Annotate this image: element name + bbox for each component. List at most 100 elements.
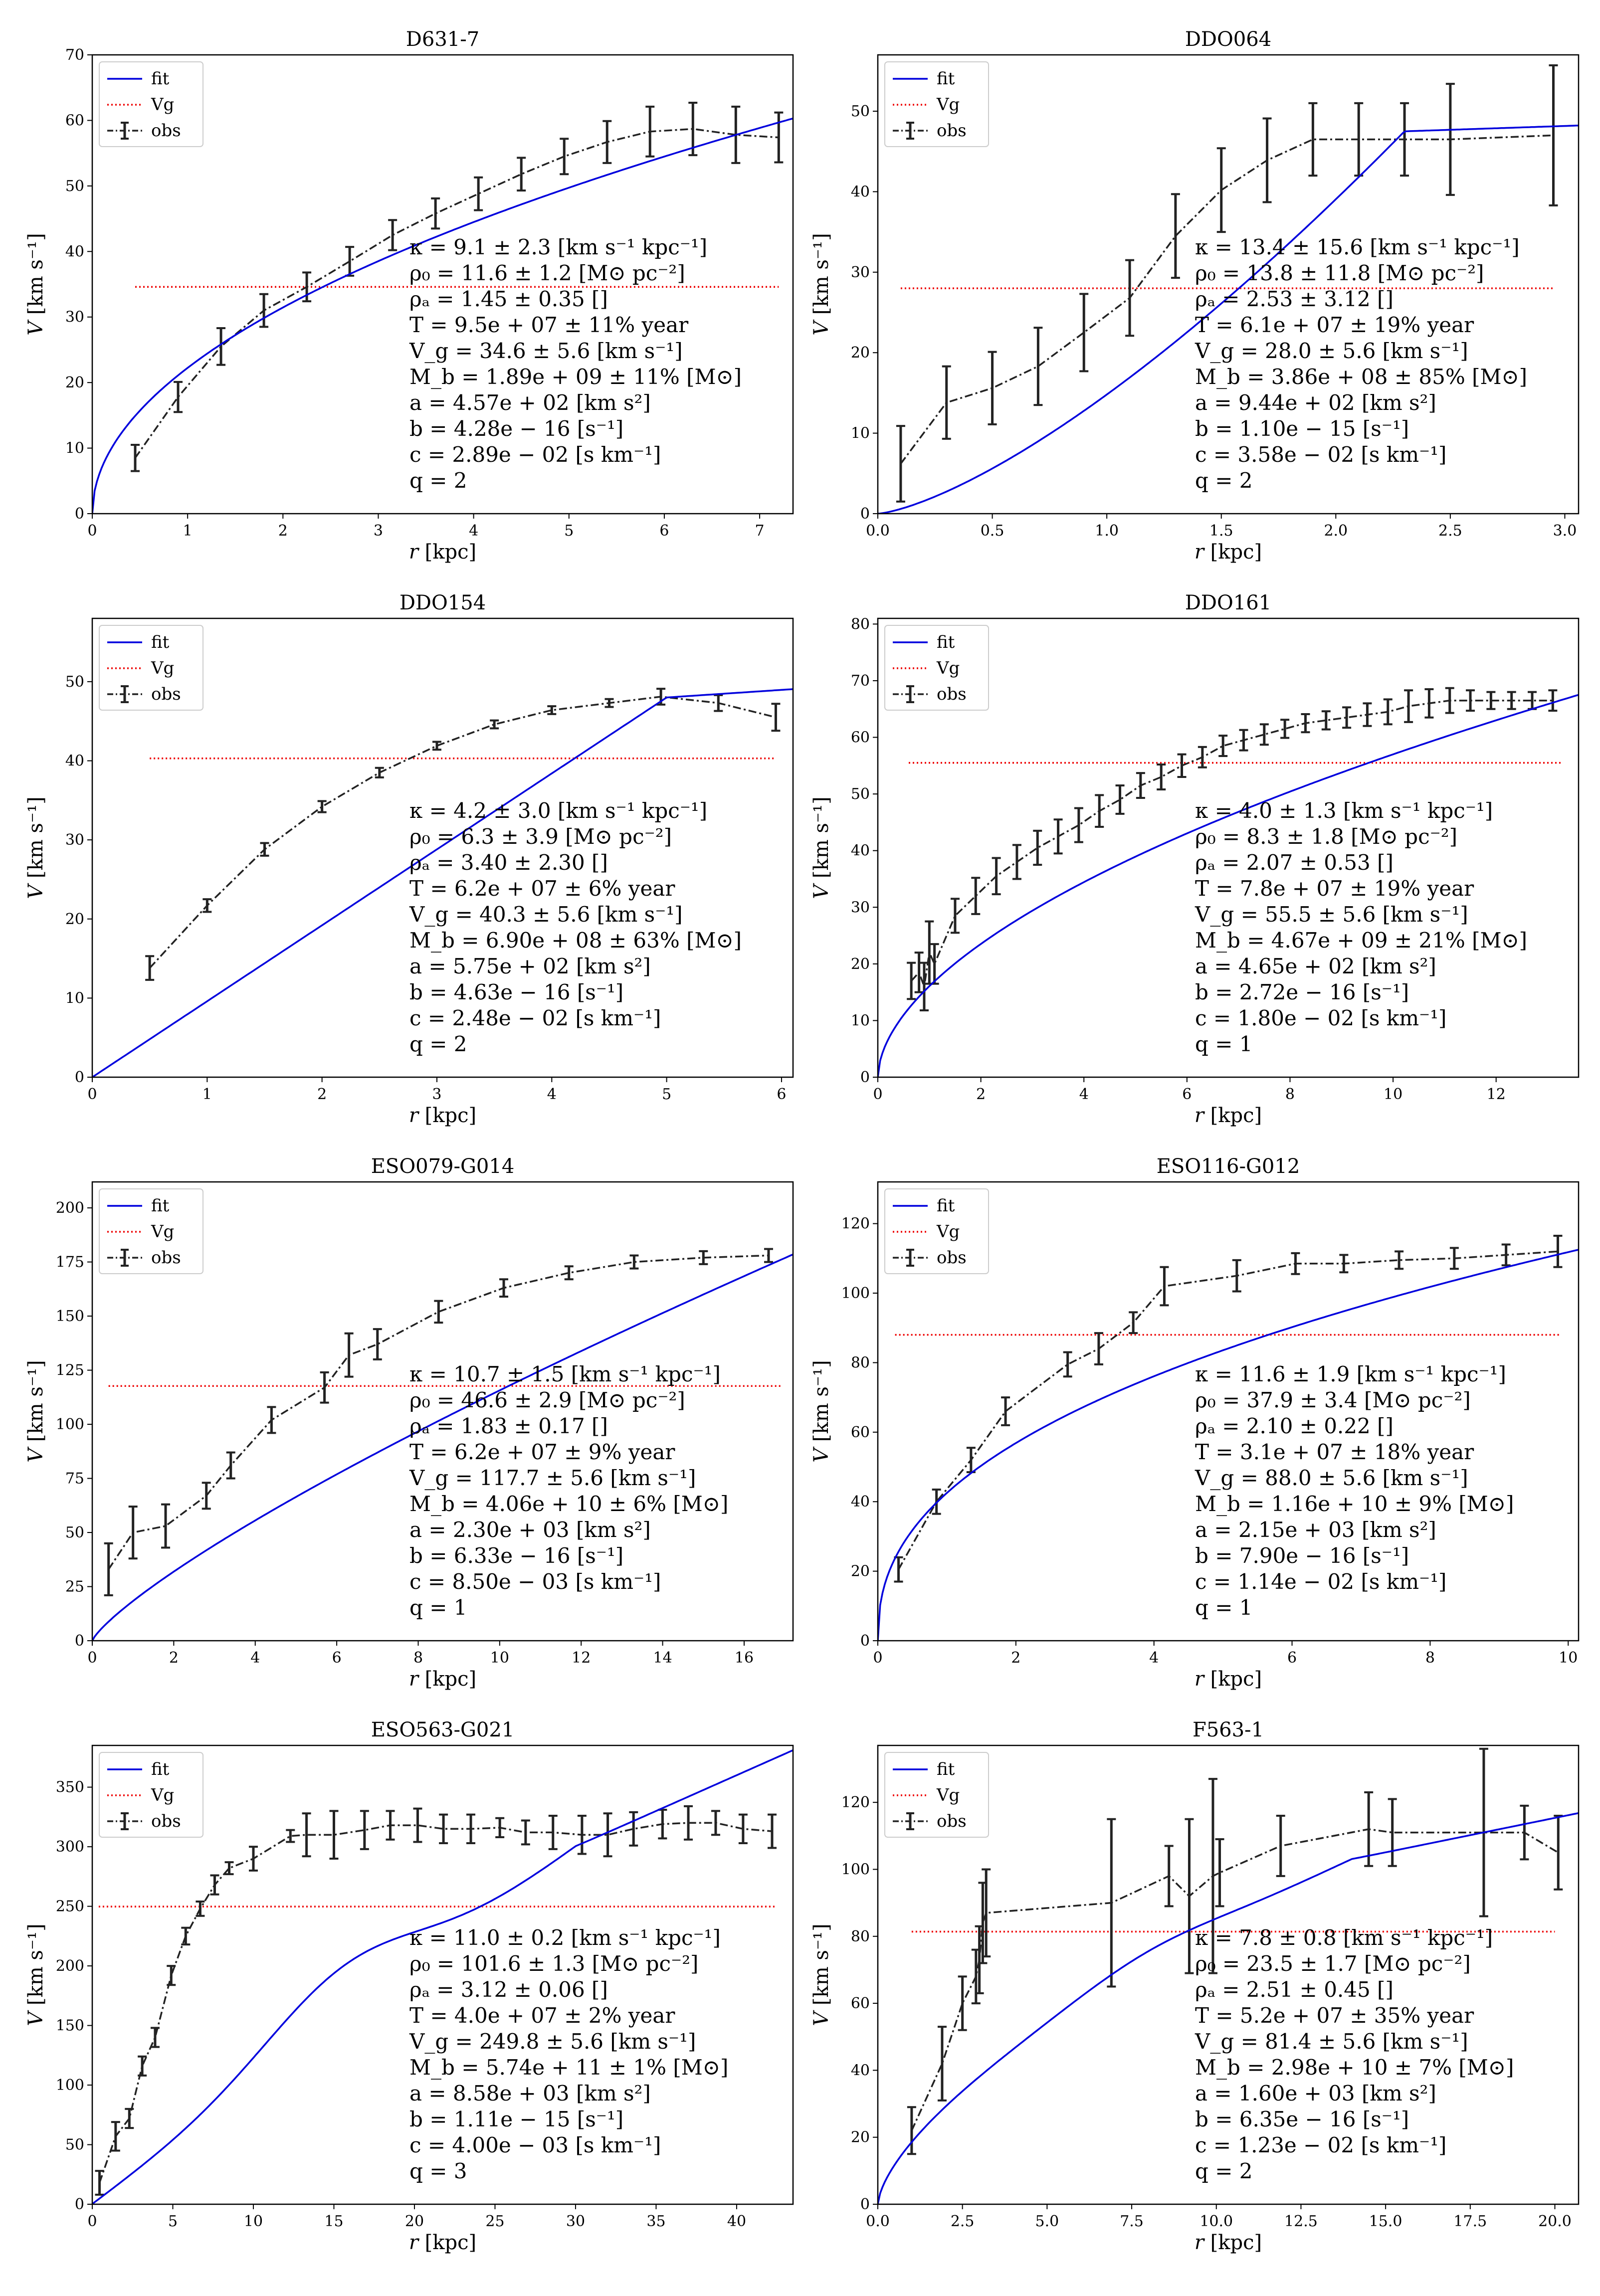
parameter-annotation: V_g = 117.7 ± 5.6 [km s⁻¹]	[409, 1466, 696, 1490]
obs-point	[267, 1406, 276, 1434]
obs-point	[629, 1811, 638, 1847]
x-tick-label: 1	[183, 522, 193, 540]
obs-point	[1548, 689, 1558, 712]
obs-point	[1354, 102, 1364, 177]
obs-point	[104, 1542, 113, 1596]
y-tick-label: 100	[841, 1285, 870, 1302]
obs-point	[1301, 713, 1310, 734]
parameter-annotation: c = 1.23e − 02 [s km⁻¹]	[1195, 2133, 1446, 2157]
obs-point	[111, 2121, 120, 2152]
parameter-annotation: T = 3.1e + 07 ± 18% year	[1195, 1440, 1474, 1464]
x-tick-label: 7.5	[1120, 2213, 1144, 2230]
parameter-annotation: b = 7.90e − 16 [s⁻¹]	[1195, 1543, 1409, 1568]
x-tick-label: 12	[1487, 1086, 1506, 1103]
obs-point	[1520, 1804, 1529, 1861]
fit-curve	[878, 1249, 1579, 1641]
y-tick-label: 10	[851, 425, 870, 442]
obs-point	[1486, 691, 1496, 710]
obs-point	[1364, 1791, 1374, 1867]
y-axis-label: V [km s⁻¹]	[810, 1360, 833, 1462]
x-axis-label: r [kpc]	[409, 2231, 476, 2254]
parameter-annotation: V_g = 81.4 ± 5.6 [km s⁻¹]	[1195, 2029, 1468, 2054]
obs-line	[134, 128, 779, 459]
chart-panel-7: F563-1 0.0 2.5 5.0 7.5 10.0 12.5 15.0 17.5 20.0 0 2…	[810, 1719, 1580, 2254]
plot-area	[92, 101, 793, 514]
x-tick-label: 10	[244, 2213, 263, 2230]
y-tick-label: 80	[851, 1928, 870, 1945]
parameter-annotation: ρ₀ = 23.5 ± 1.7 [M⊙ pc⁻²]	[1195, 1951, 1471, 1976]
obs-point	[1033, 327, 1043, 406]
y-axis-label: V [km s⁻¹]	[24, 233, 47, 335]
x-tick-label: 20.0	[1538, 2213, 1572, 2230]
y-axis-label: V [km s⁻¹]	[810, 1923, 833, 2026]
x-tick-label: 0.5	[981, 522, 1004, 540]
x-tick-label: 0.0	[866, 522, 890, 540]
obs-point	[1239, 729, 1248, 752]
parameter-annotation: ρₐ = 1.83 ± 0.17 []	[409, 1414, 608, 1438]
legend-obs-label: obs	[937, 1811, 967, 1831]
legend-fit-label: fit	[937, 632, 955, 652]
obs-point	[629, 1254, 639, 1270]
panel-frame	[91, 1181, 794, 1642]
obs-point	[1501, 1243, 1511, 1267]
x-tick-label: 2.5	[951, 2213, 975, 2230]
x-axis-label: r [kpc]	[1195, 1668, 1262, 1691]
y-tick-label: 0	[860, 2196, 870, 2213]
x-tick-label: 6	[777, 1086, 786, 1103]
x-tick-label: 8	[1285, 1086, 1295, 1103]
panel-frame	[91, 1744, 794, 2205]
y-tick-label: 80	[851, 615, 870, 633]
x-tick-label: 3.0	[1553, 522, 1577, 540]
parameter-annotation: c = 1.80e − 02 [s km⁻¹]	[1195, 1006, 1446, 1030]
parameter-annotation: M_b = 6.90e + 08 ± 63% [M⊙]	[409, 928, 742, 953]
parameter-annotation: V_g = 40.3 ± 5.6 [km s⁻¹]	[409, 902, 683, 927]
legend: fit Vg obs	[884, 625, 989, 711]
parameter-annotation: q = 3	[409, 2159, 467, 2183]
obs-point	[1553, 1235, 1563, 1268]
obs-point	[1342, 706, 1352, 729]
panel-title: DDO064	[1185, 28, 1271, 51]
x-tick-label: 0	[873, 1086, 882, 1103]
parameter-annotation: κ = 11.6 ± 1.9 [km s⁻¹ kpc⁻¹]	[1195, 1362, 1506, 1386]
obs-point	[1125, 259, 1135, 337]
x-tick-label: 4	[1079, 1086, 1089, 1103]
y-tick-label: 30	[65, 831, 84, 849]
obs-point	[131, 444, 140, 472]
y-tick-label: 120	[841, 1794, 870, 1811]
obs-point	[919, 961, 929, 1011]
parameter-annotation: a = 1.60e + 03 [km s²]	[1195, 2081, 1436, 2105]
parameter-annotation: ρₐ = 1.45 ± 0.35 []	[409, 287, 608, 311]
legend: fit Vg obs	[884, 1188, 989, 1274]
obs-point	[201, 1482, 211, 1510]
obs-point	[577, 1814, 587, 1855]
panel-frame	[877, 1744, 1580, 2205]
parameter-annotation: T = 6.1e + 07 ± 19% year	[1195, 313, 1474, 337]
obs-point	[1216, 147, 1226, 233]
parameter-annotation: M_b = 4.67e + 09 ± 21% [M⊙]	[1195, 928, 1527, 953]
obs-point	[1157, 764, 1166, 791]
obs-point	[373, 1328, 382, 1360]
obs-point	[344, 1332, 354, 1378]
panel-title: F563-1	[1193, 1719, 1264, 1741]
y-tick-label: 350	[56, 1779, 84, 1796]
obs-point	[1053, 818, 1063, 855]
obs-point	[982, 1868, 991, 1958]
parameter-annotation: q = 1	[1195, 1595, 1253, 1620]
x-tick-label: 2.0	[1324, 522, 1348, 540]
y-tick-label: 0	[75, 505, 84, 523]
obs-point	[602, 120, 612, 164]
parameter-annotation: ρₐ = 2.07 ± 0.53 []	[1195, 850, 1394, 875]
obs-point	[517, 157, 526, 192]
y-tick-label: 30	[851, 899, 870, 916]
legend-fit-label: fit	[937, 69, 955, 89]
obs-point	[548, 1814, 558, 1850]
obs-point	[896, 425, 905, 503]
parameter-annotation: M_b = 1.89e + 09 ± 11% [M⊙]	[409, 365, 742, 389]
parameter-annotation: ρ₀ = 13.8 ± 11.8 [M⊙ pc⁻²]	[1195, 261, 1484, 285]
obs-point	[1466, 689, 1475, 712]
obs-point	[1549, 64, 1558, 206]
legend: fit Vg obs	[884, 61, 989, 147]
x-axis-label: r [kpc]	[1195, 541, 1262, 564]
obs-point	[1079, 293, 1089, 373]
obs-point	[1388, 1798, 1397, 1867]
